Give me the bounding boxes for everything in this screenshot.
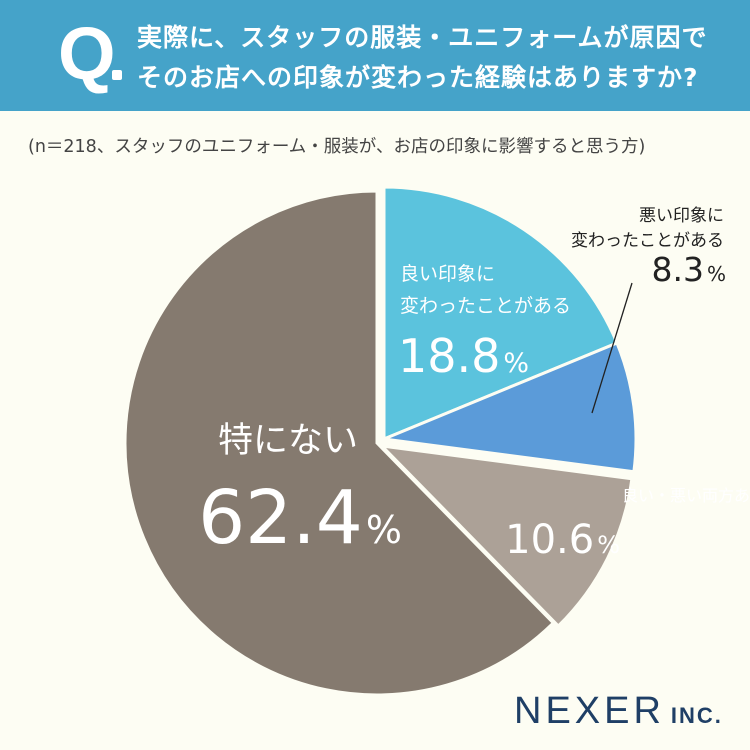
leader-line-bad <box>591 282 633 414</box>
logo-sub: INC. <box>670 703 723 728</box>
value-bad: 8.3% <box>652 250 727 289</box>
sample-note: (n＝218、スタッフのユニフォーム・服装が、お店の印象に影響すると思う方) <box>28 137 646 157</box>
label-both: 良い・悪い両方ある <box>622 486 750 505</box>
value-good: 18.8% <box>398 329 529 383</box>
question-line-2: そのお店への印象が変わった経験はありますか? <box>137 63 699 92</box>
value-both: 10.6% <box>505 517 620 563</box>
nexer-logo: NEXER INC. <box>514 690 723 733</box>
slice-good-impression <box>382 185 619 442</box>
label-bad-line1: 悪い印象に <box>639 206 724 226</box>
q-mark: Q <box>58 12 116 95</box>
logo-main: NEXER <box>514 690 665 732</box>
label-good-line1: 良い印象に <box>400 263 495 285</box>
question-header: Q 実際に、スタッフの服装・ユニフォームが原因で そのお店への印象が変わった経験… <box>0 0 750 111</box>
value-none: 62.4% <box>198 475 402 561</box>
label-good-line2: 変わったことがある <box>400 295 571 317</box>
q-dot <box>112 70 122 80</box>
label-none: 特にない <box>218 421 358 461</box>
question-line-1: 実際に、スタッフの服装・ユニフォームが原因で <box>137 23 708 52</box>
slice-bad-impression <box>378 341 638 474</box>
label-bad-line2: 変わったことがある <box>571 231 724 251</box>
slice-none <box>123 189 556 697</box>
slice-both <box>377 443 634 629</box>
